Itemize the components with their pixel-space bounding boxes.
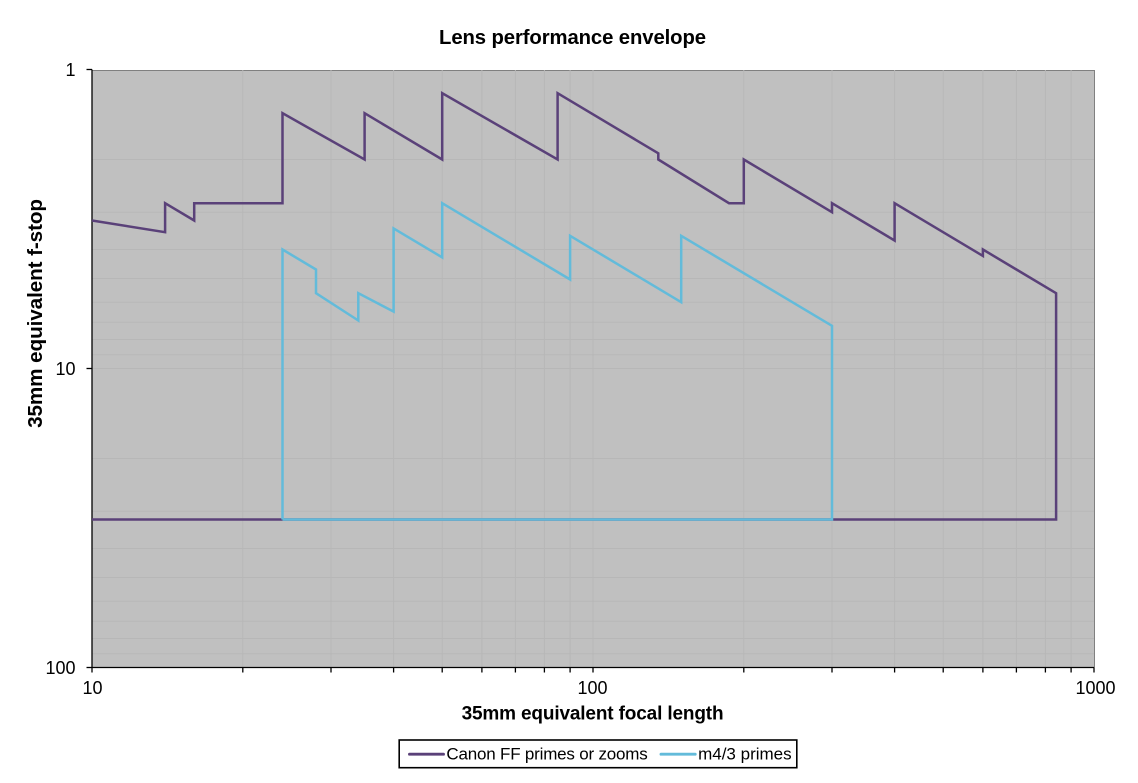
svg-text:m4/3 primes: m4/3 primes xyxy=(698,745,792,764)
svg-text:10: 10 xyxy=(82,678,102,698)
svg-text:100: 100 xyxy=(577,678,607,698)
svg-text:1: 1 xyxy=(65,60,75,80)
svg-text:Lens performance envelope: Lens performance envelope xyxy=(439,27,706,49)
svg-text:Canon FF primes or zooms: Canon FF primes or zooms xyxy=(446,745,647,764)
svg-text:35mm equivalent focal length: 35mm equivalent focal length xyxy=(462,703,724,724)
svg-text:35mm equivalent f-stop: 35mm equivalent f-stop xyxy=(24,199,47,428)
svg-text:10: 10 xyxy=(55,359,75,379)
svg-text:100: 100 xyxy=(45,658,75,678)
svg-text:1000: 1000 xyxy=(1075,678,1115,698)
